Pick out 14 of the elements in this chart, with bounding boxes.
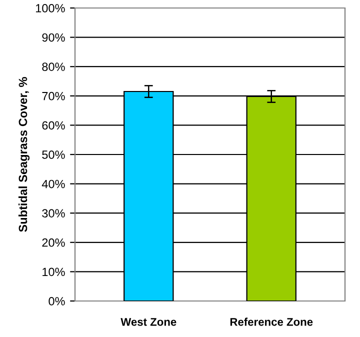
y-axis-title: Subtidal Seagrass Cover, % [18, 77, 30, 232]
x-tick-label: West Zone [120, 318, 176, 326]
y-tick-label: 30% [42, 209, 65, 218]
y-tick-label: 70% [42, 92, 65, 100]
y-tick-label: 10% [42, 268, 65, 276]
y-tick-label: 90% [42, 33, 65, 42]
y-tick-label: 60% [42, 121, 65, 130]
y-tick-label: 20% [42, 238, 65, 247]
y-tick-label: 100% [36, 4, 65, 12]
y-tick-label: 80% [42, 62, 65, 71]
y-tick-label: 40% [42, 180, 65, 188]
y-tick-label: 50% [42, 150, 65, 159]
y-tick-label: 0% [48, 297, 65, 306]
x-tick-label: Reference Zone [230, 318, 313, 326]
